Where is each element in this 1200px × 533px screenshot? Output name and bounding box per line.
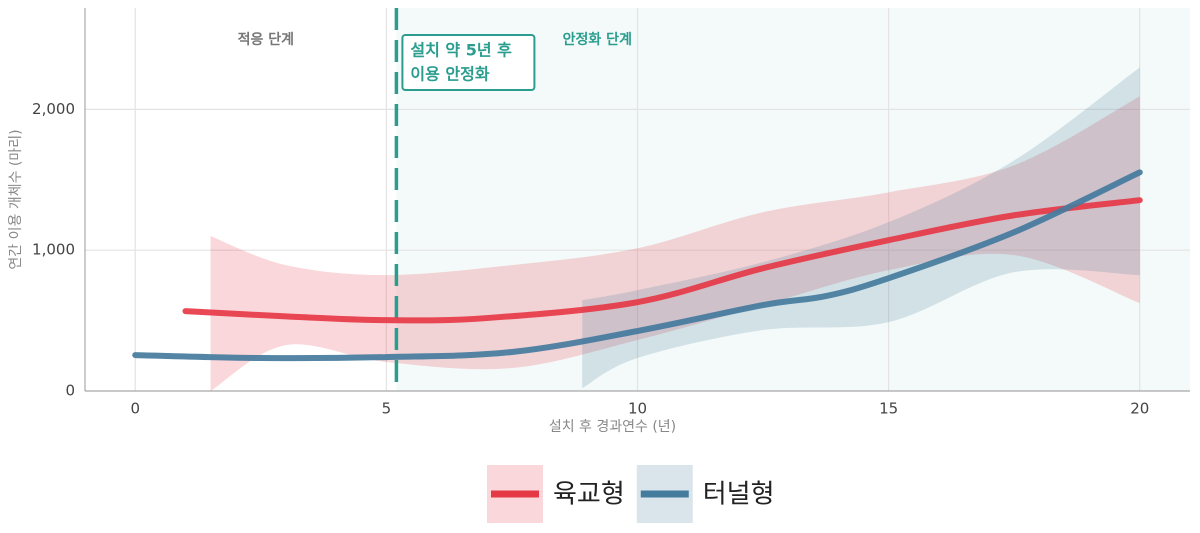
y-tick-label: 2,000	[32, 100, 75, 118]
x-tick-label: 20	[1130, 400, 1149, 418]
x-tick-label: 5	[382, 400, 392, 418]
phase-label: 적응 단계	[238, 31, 294, 48]
y-tick-label: 0	[65, 382, 75, 400]
annotation-text: 이용 안정화	[410, 65, 489, 84]
x-tick-label: 10	[628, 400, 647, 418]
series-line	[132, 169, 1143, 362]
legend-label: 육교형	[553, 480, 625, 510]
y-axis-label: 연간 이용 개체수 (마리)	[8, 129, 24, 269]
x-axis-label: 설치 후 경과연수 (년)	[549, 419, 676, 435]
y-tick-label: 1,000	[32, 241, 75, 259]
legend-item: 육교형	[487, 465, 625, 523]
series-line	[182, 197, 1143, 324]
x-tick-label: 0	[130, 400, 140, 418]
legend-item: 터널형	[636, 465, 775, 523]
annotation-box	[401, 34, 536, 91]
phase-label: 안정화 단계	[563, 31, 632, 48]
annotation-text: 설치 약 5년 후	[410, 41, 512, 60]
legend-label: 터널형	[703, 480, 775, 510]
confidence-band	[582, 67, 1140, 389]
x-tick-label: 15	[879, 400, 898, 418]
